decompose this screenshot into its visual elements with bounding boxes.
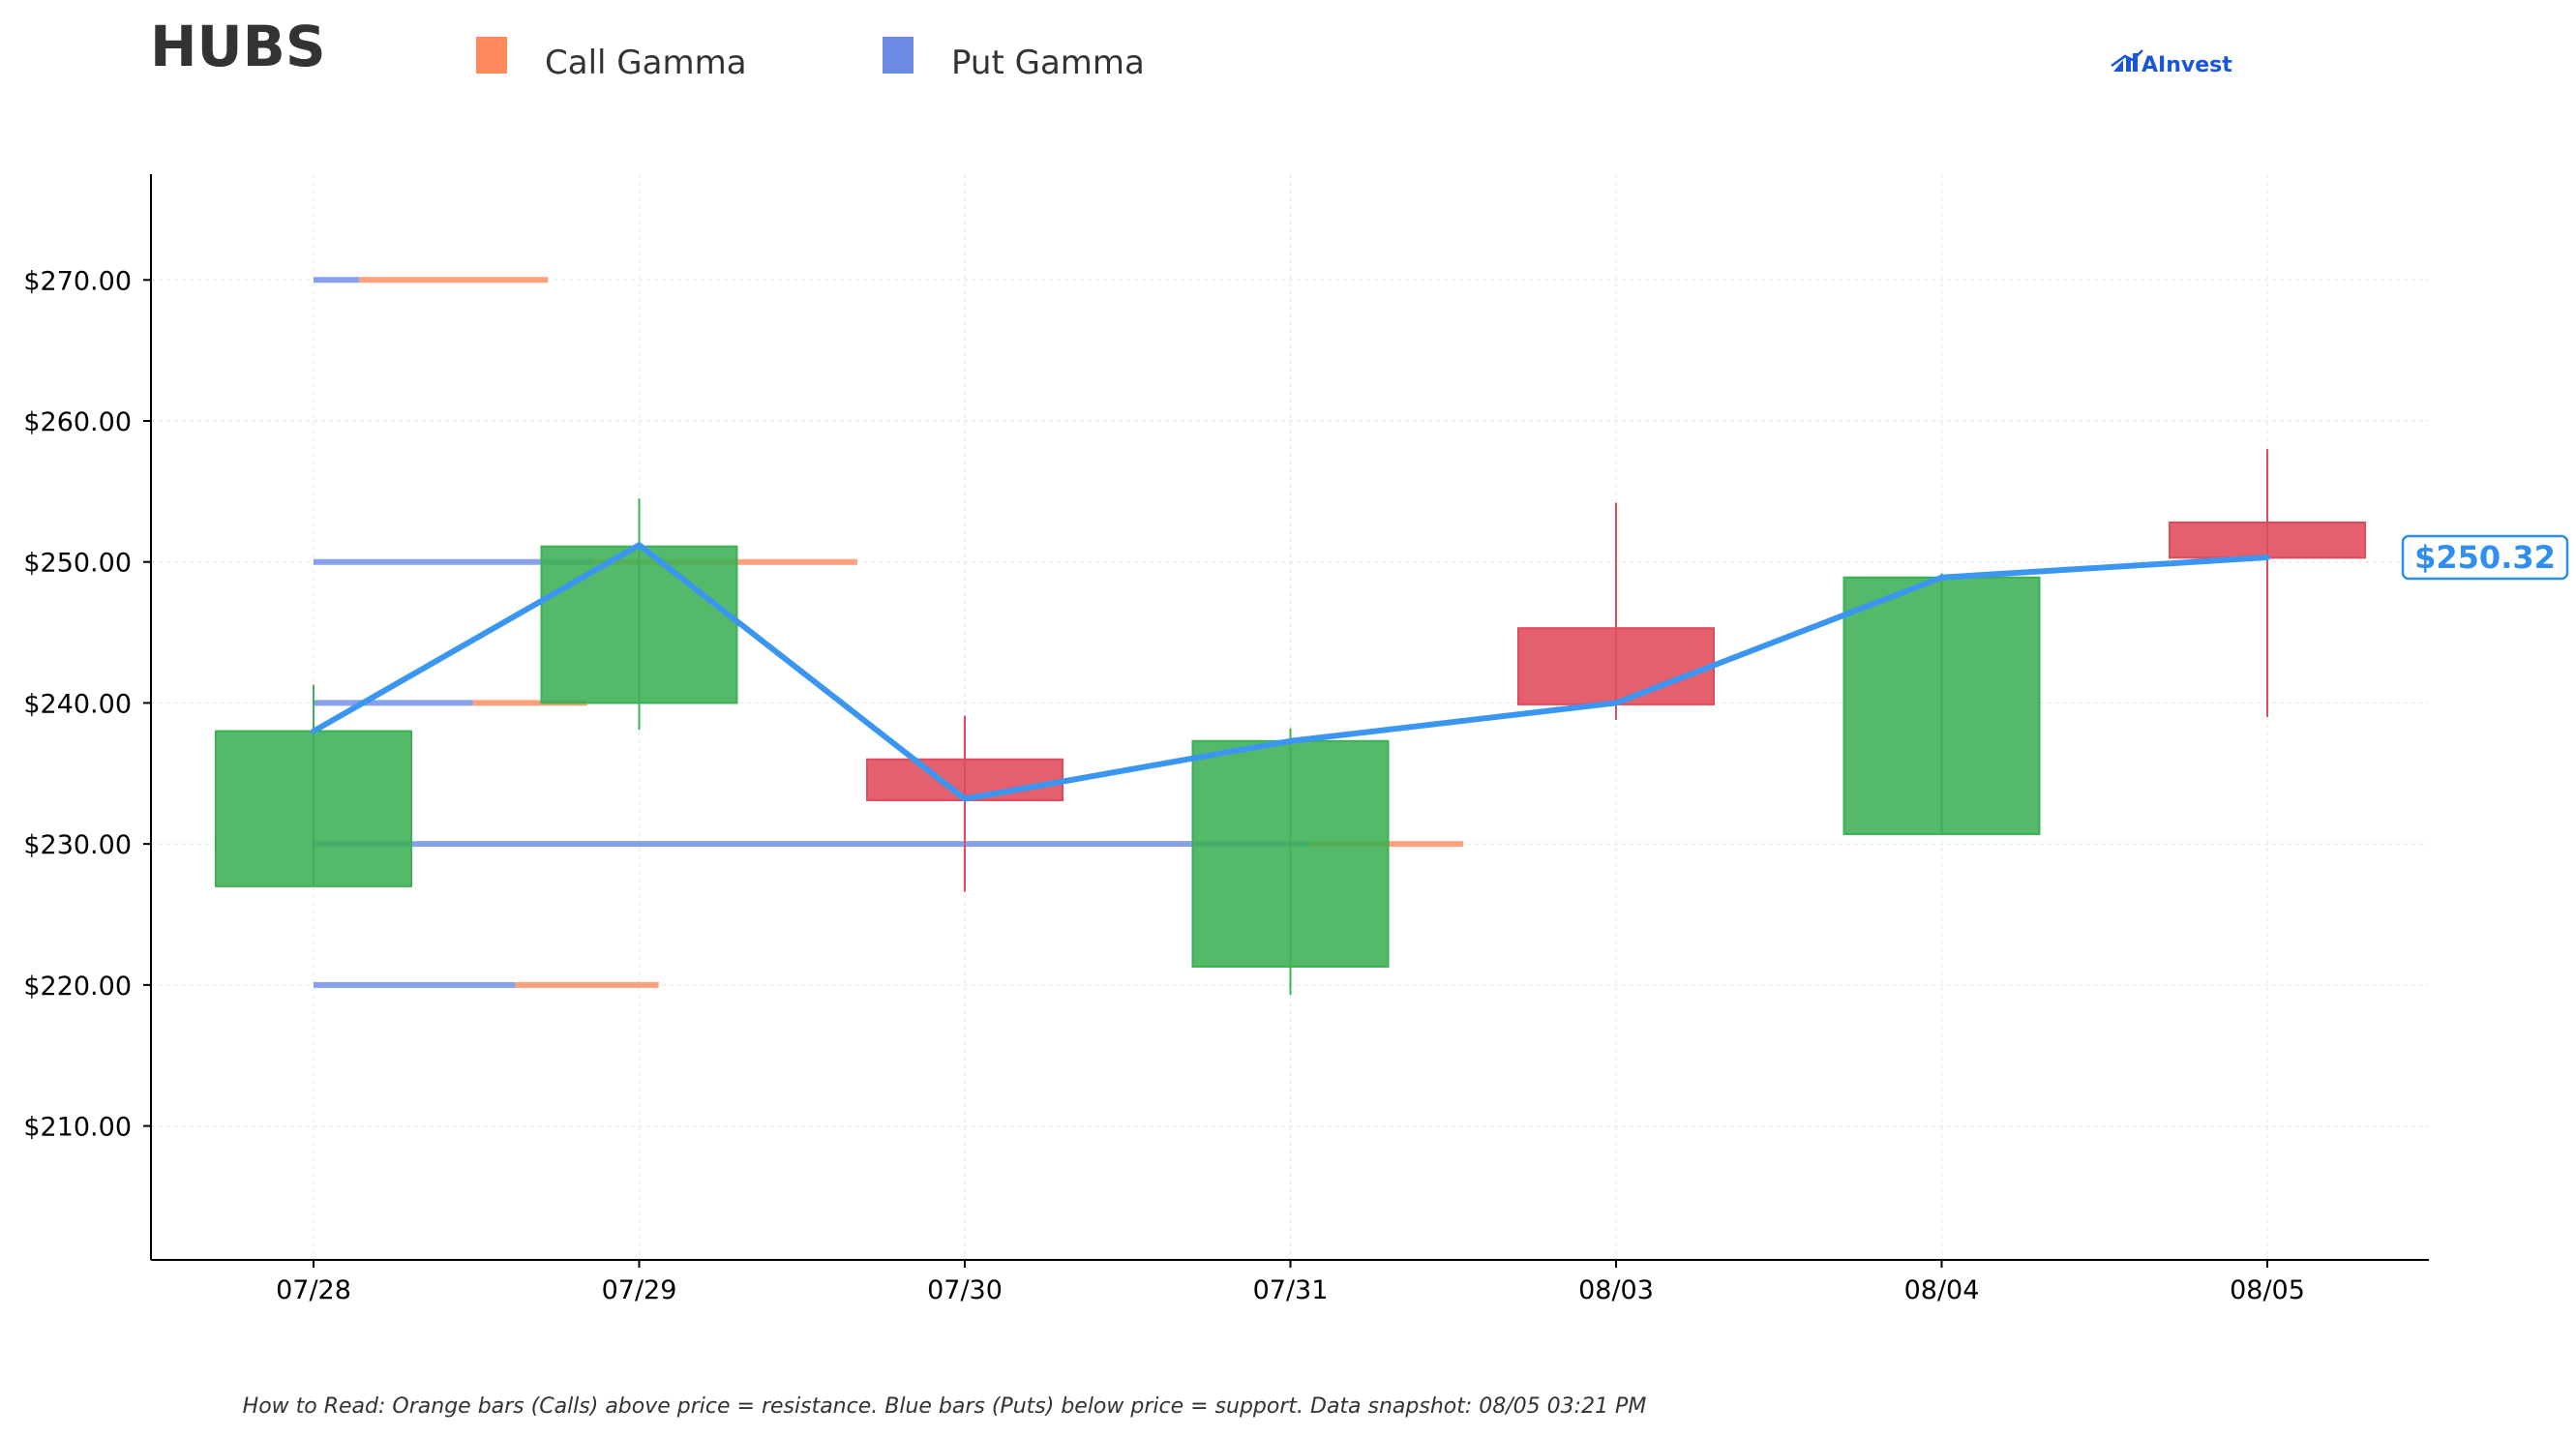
candle-body — [1517, 627, 1715, 705]
legend-swatch-call-gamma — [476, 37, 507, 74]
candle-body — [1191, 739, 1390, 968]
brand-name: AInvest — [2142, 53, 2232, 77]
x-ticks: 07/28 07/29 07/30 07/31 08/03 08/04 08/05 — [276, 1260, 2305, 1305]
x-tick-label: 07/30 — [927, 1275, 1003, 1305]
y-tick-label: $210.00 — [23, 1113, 132, 1143]
legend: Call Gamma Put Gamma — [476, 37, 1145, 82]
footnote: How to Read: Orange bars (Calls) above p… — [243, 1394, 1647, 1419]
candle-body — [215, 730, 412, 887]
y-tick-label: $230.00 — [23, 830, 132, 860]
y-ticks: $210.00 $220.00 $230.00 $240.00 $250.00 $260.… — [23, 266, 151, 1143]
y-tick-label: $240.00 — [23, 689, 132, 719]
candle-body — [540, 545, 738, 704]
last-price-label: $250.32 — [2414, 539, 2556, 576]
brand-chart-icon — [2111, 49, 2143, 72]
last-price-box — [2401, 534, 2569, 581]
x-tick-label: 07/29 — [602, 1275, 677, 1305]
x-tick-label: 08/05 — [2230, 1275, 2305, 1305]
candle-body — [1842, 576, 2041, 835]
legend-swatch-put-gamma — [883, 37, 914, 74]
price-line-series — [311, 542, 2270, 802]
y-tick-label: $250.00 — [23, 549, 132, 579]
y-tick-label: $260.00 — [23, 407, 132, 437]
legend-label-call-gamma: Call Gamma — [545, 44, 747, 82]
chart-title: HUBS — [150, 14, 326, 79]
gamma-bars — [314, 277, 1463, 988]
x-tick-label: 07/31 — [1253, 1275, 1329, 1305]
y-tick-label: $270.00 — [23, 266, 132, 296]
legend-label-put-gamma: Put Gamma — [951, 44, 1145, 82]
x-tick-label: 08/03 — [1578, 1275, 1654, 1305]
last-price-badge: $250.32 — [2401, 534, 2569, 581]
candle-body — [2169, 521, 2366, 559]
grid — [151, 174, 2429, 1260]
candle-body — [866, 758, 1063, 801]
price-line — [311, 542, 2270, 802]
candlesticks — [215, 449, 2366, 996]
x-tick-label: 08/04 — [1904, 1275, 1980, 1305]
x-tick-label: 07/28 — [276, 1275, 351, 1305]
brand-logo: AInvest — [2111, 49, 2232, 77]
y-tick-label: $220.00 — [23, 972, 132, 1002]
